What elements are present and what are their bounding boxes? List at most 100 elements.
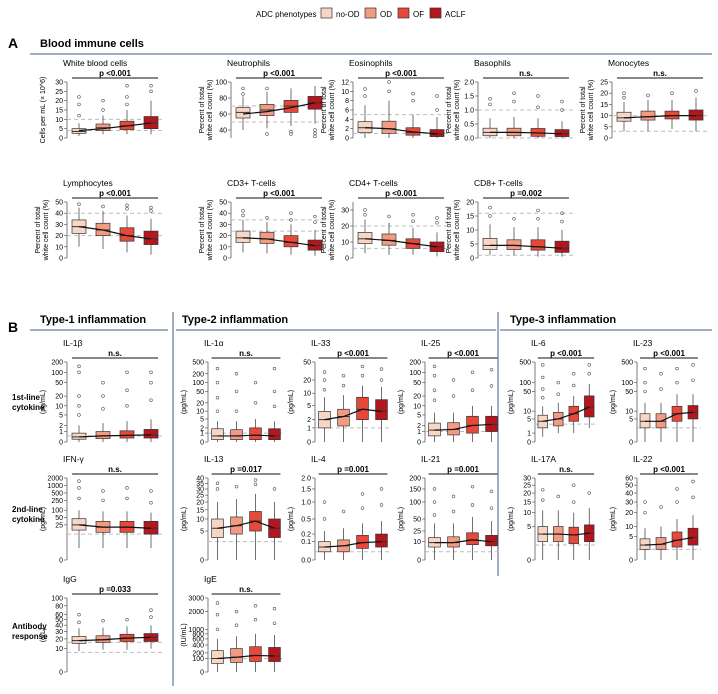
outlier-point xyxy=(125,84,129,88)
y-axis-label: (pg/mL) xyxy=(288,507,295,531)
outlier-point xyxy=(234,409,239,413)
y-tick-label: 50 xyxy=(196,389,204,396)
y-tick-label: 1.0 xyxy=(464,108,474,115)
legend-label-of: OF xyxy=(413,10,424,19)
outlier-point xyxy=(77,404,81,408)
y-axis-label-line: (pg/mL) xyxy=(181,390,188,414)
y-tick-label: 50 xyxy=(55,200,63,207)
outlier-point xyxy=(536,94,540,98)
outlier-point xyxy=(289,218,293,222)
outlier-point xyxy=(675,366,679,371)
panel-title: IL-17A xyxy=(531,454,556,464)
outlier-point xyxy=(77,413,81,417)
outlier-point xyxy=(587,491,591,495)
y-tick-label: 400 xyxy=(192,642,204,649)
y-tick-label: 40 xyxy=(219,128,227,135)
y-tick-label: 0 xyxy=(59,256,63,263)
panel-il-1-: IL-1β 0 12 5 10 20 50 100 200 (pg/mL) n.s. xyxy=(40,338,163,447)
y-axis-label: Cells per mL (× 10^6) xyxy=(40,77,47,144)
box-body xyxy=(268,428,281,441)
panel-title: IgE xyxy=(204,574,217,584)
trend-line xyxy=(78,434,152,438)
outlier-point xyxy=(572,372,576,376)
outlier-point xyxy=(253,617,258,622)
y-tick-label: 5 xyxy=(629,416,633,423)
box-od xyxy=(640,93,656,132)
outlier-point xyxy=(149,501,153,505)
y-axis-label-line: (pg/mL) xyxy=(40,390,47,414)
outlier-point xyxy=(234,484,239,489)
box-aclf xyxy=(485,489,498,560)
box-no-od xyxy=(71,202,87,247)
outlier-point xyxy=(253,380,258,385)
y-tick-label: 600 xyxy=(192,636,204,643)
y-tick-label: 800 xyxy=(192,631,204,638)
box-aclf xyxy=(307,86,323,139)
y-tick-label: 2.0 xyxy=(464,80,474,87)
y-axis-label-line: white cell count (%) xyxy=(329,200,336,262)
y-axis-label: Percent of totalwhite cell count (%) xyxy=(35,200,50,262)
box-od xyxy=(95,619,111,650)
y-tick-label: 0 xyxy=(59,670,63,677)
box-od xyxy=(230,609,243,672)
outlier-point xyxy=(659,387,663,391)
outlier-point xyxy=(489,367,494,372)
p-value-label: p <0.001 xyxy=(653,349,685,358)
y-axis-label: (pg/mL) xyxy=(508,507,515,531)
outlier-point xyxy=(77,113,81,118)
box-of xyxy=(530,94,546,138)
y-tick-label: 60 xyxy=(55,612,63,619)
y-axis-label-line: Percent of total xyxy=(446,86,453,134)
box-body xyxy=(356,396,369,420)
y-tick-label: 5 xyxy=(59,412,63,419)
y-axis-label-line: (pg/mL) xyxy=(508,390,515,414)
y-tick-label: 30 xyxy=(55,222,63,229)
trend-line xyxy=(645,411,694,422)
y-axis-label: (pg/mL) xyxy=(288,390,295,414)
y-axis-label: (pg/mL) xyxy=(398,507,405,531)
box-no-od xyxy=(318,500,331,560)
y-tick-label: 10 xyxy=(523,409,531,416)
outlier-point xyxy=(435,108,439,112)
box-od xyxy=(337,374,350,442)
outlier-point xyxy=(101,394,105,398)
y-tick-label: 50 xyxy=(625,483,633,490)
outlier-point xyxy=(313,214,317,219)
outlier-point xyxy=(125,486,129,490)
panel-title: Eosinophils xyxy=(349,58,392,68)
trend-line xyxy=(542,532,590,536)
trend-line xyxy=(217,654,275,660)
box-aclf xyxy=(584,363,595,428)
outlier-point xyxy=(360,492,365,496)
box-body xyxy=(95,431,111,439)
y-tick-label: 100 xyxy=(51,370,63,377)
box-body xyxy=(687,527,699,546)
outlier-point xyxy=(643,366,647,371)
box-body xyxy=(584,395,595,418)
p-value-label: p =0.001 xyxy=(447,465,479,474)
outlier-point xyxy=(512,99,516,104)
outlier-point xyxy=(432,374,437,378)
outlier-point xyxy=(215,396,220,400)
outlier-point xyxy=(360,506,365,510)
y-tick-label: 5 xyxy=(307,403,311,410)
y-tick-label: 150 xyxy=(409,486,421,493)
y-tick-label: 0 xyxy=(629,558,633,565)
box-od xyxy=(259,86,275,136)
y-tick-label: 0 xyxy=(345,256,349,263)
y-tick-label: 5 xyxy=(200,416,204,423)
box-od xyxy=(95,489,111,549)
outlier-point xyxy=(77,496,81,501)
panel-title: IL-1β xyxy=(63,338,83,348)
box-body xyxy=(639,538,651,550)
box-no-od xyxy=(639,366,651,442)
y-axis-label-line: Percent of total xyxy=(199,86,206,134)
y-axis-label: (g/L) xyxy=(40,628,47,642)
p-value-label: p <0.001 xyxy=(653,465,685,474)
outlier-point xyxy=(125,95,129,99)
